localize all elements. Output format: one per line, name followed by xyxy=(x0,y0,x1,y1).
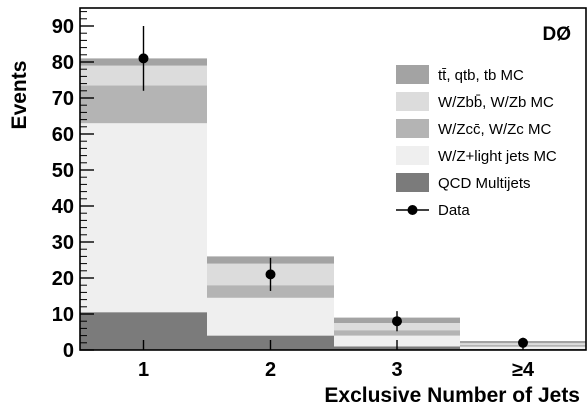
y-tick-label-2: 20 xyxy=(52,268,74,290)
legend-label-2: W/Zcc̄, W/Zc MC xyxy=(438,121,551,138)
experiment-label: DØ xyxy=(543,24,572,45)
bar-2-1 xyxy=(207,285,334,298)
legend-label-0: tt̄, qtb, tb MC xyxy=(438,67,524,84)
legend-swatch-3 xyxy=(396,146,429,165)
plot-frame xyxy=(79,7,587,351)
x-axis-title: Exclusive Number of Jets xyxy=(324,384,580,407)
y-tick-label-3: 30 xyxy=(52,232,74,254)
y-tick-label-0: 0 xyxy=(63,340,74,362)
y-tick-label-4: 40 xyxy=(52,196,74,218)
legend-data-marker xyxy=(407,205,418,215)
y-tick-label-8: 80 xyxy=(52,52,74,74)
y-axis-title: Events xyxy=(8,61,31,130)
legend-swatch-0 xyxy=(396,65,429,84)
data-point-1 xyxy=(265,269,276,280)
x-tick-label-3: ≥4 xyxy=(512,359,535,381)
x-tick-label-0: 1 xyxy=(138,359,149,381)
legend-label-4: QCD Multijets xyxy=(438,175,531,192)
bar-2-0 xyxy=(80,85,207,124)
y-tick-label-6: 60 xyxy=(52,124,74,146)
legend-swatch-4 xyxy=(396,173,429,192)
legend-label-data: Data xyxy=(438,202,470,219)
data-point-2 xyxy=(392,316,402,327)
y-tick-label-7: 70 xyxy=(52,88,74,110)
legend-swatch-2 xyxy=(396,119,429,138)
bar-2-2 xyxy=(334,330,460,336)
legend: tt̄, qtb, tb MC W/Zbb̄, W/Zb MC W/Zcc̄, W/… xyxy=(396,65,557,219)
data-points xyxy=(138,26,528,348)
legend-swatch-1 xyxy=(396,92,429,111)
bar-1-1 xyxy=(207,297,334,336)
x-tick-label-2: 3 xyxy=(391,359,402,381)
y-tick-label-5: 50 xyxy=(52,160,74,182)
x-tick-label-1: 2 xyxy=(265,359,276,381)
y-tick-label-9: 90 xyxy=(52,16,74,38)
x-axis: 1 2 3 ≥4 xyxy=(138,340,535,381)
y-axis: 0 10 20 30 40 50 60 70 80 90 xyxy=(52,11,94,362)
y-tick-label-1: 10 xyxy=(52,304,74,326)
legend-label-3: W/Z+light jets MC xyxy=(438,148,557,165)
bar-1-0 xyxy=(80,123,207,313)
data-point-0 xyxy=(138,53,149,64)
legend-label-1: W/Zbb̄, W/Zb MC xyxy=(438,94,554,111)
